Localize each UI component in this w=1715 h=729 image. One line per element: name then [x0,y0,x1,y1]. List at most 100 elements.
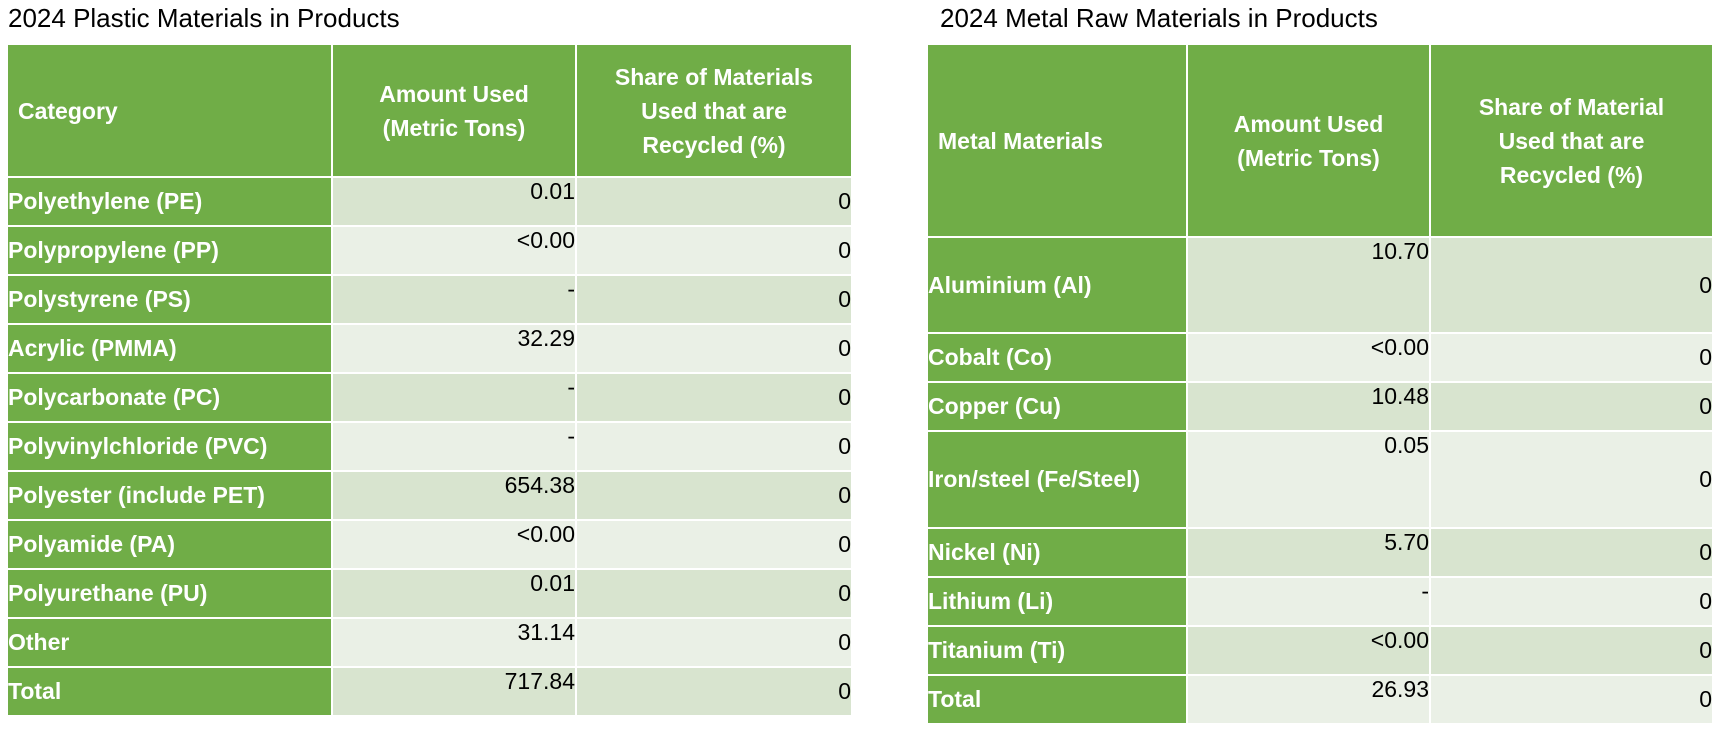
plastic-header-category-text: Category [18,97,118,124]
row-share: 0 [1431,627,1712,676]
row-name: Total [928,676,1188,725]
metal-header-share-line2: Used that are [1498,127,1645,154]
row-name: Polyester (include PET) [8,472,333,521]
table-row: Aluminium (Al) 10.70 0 [928,238,1712,334]
metal-header-share-line3: Recycled (%) [1499,161,1644,188]
plastic-materials-table: Category Amount Used (Metric Tons) Share… [8,45,851,717]
row-name: Total [8,668,333,717]
row-share: 0 [1431,578,1712,627]
row-share: 0 [1431,238,1712,334]
row-share: 0 [1431,529,1712,578]
table-row: Lithium (Li) - 0 [928,578,1712,627]
row-share: 0 [577,178,851,227]
row-amount: 31.14 [333,619,577,668]
row-name: Polystyrene (PS) [8,276,333,325]
plastic-header-category: Category [8,45,333,178]
row-name: Copper (Cu) [928,383,1188,432]
row-share: 0 [1431,432,1712,529]
row-name: Polypropylene (PP) [8,227,333,276]
table-row: Iron/steel (Fe/Steel) 0.05 0 [928,432,1712,529]
row-name: Polyethylene (PE) [8,178,333,227]
row-share: 0 [577,423,851,472]
metal-header-amount-line2: (Metric Tons) [1237,144,1380,171]
row-share: 0 [577,276,851,325]
row-amount: 0.01 [333,178,577,227]
row-amount: - [333,423,577,472]
row-amount: 0.01 [333,570,577,619]
metal-header-share-line1: Share of Material [1478,93,1665,120]
plastic-header-amount-line1: Amount Used [379,80,529,107]
table-row: Other 31.14 0 [8,619,851,668]
row-share: 0 [577,472,851,521]
row-name: Lithium (Li) [928,578,1188,627]
row-share: 0 [577,668,851,717]
table-row: Polystyrene (PS) - 0 [8,276,851,325]
table-row: Polyester (include PET) 654.38 0 [8,472,851,521]
row-name: Acrylic (PMMA) [8,325,333,374]
row-name: Aluminium (Al) [928,238,1188,334]
plastic-header-row: Category Amount Used (Metric Tons) Share… [8,45,851,178]
row-amount: 654.38 [333,472,577,521]
row-share: 0 [577,227,851,276]
row-share: 0 [577,570,851,619]
table-row: Nickel (Ni) 5.70 0 [928,529,1712,578]
row-amount: <0.00 [1188,334,1431,383]
table-row-total: Total 717.84 0 [8,668,851,717]
metal-header-category: Metal Materials [928,45,1188,238]
row-amount: - [333,276,577,325]
row-name: Polycarbonate (PC) [8,374,333,423]
row-amount: 10.70 [1188,238,1431,334]
metal-header-share: Share of Material Used that are Recycled… [1431,45,1712,238]
row-share: 0 [1431,334,1712,383]
row-share: 0 [1431,383,1712,432]
table-row: Titanium (Ti) <0.00 0 [928,627,1712,676]
plastic-header-share-line2: Used that are [641,97,787,124]
row-share: 0 [577,325,851,374]
row-name: Titanium (Ti) [928,627,1188,676]
row-amount: <0.00 [333,521,577,570]
row-name: Polyurethane (PU) [8,570,333,619]
metal-header-category-text: Metal Materials [938,127,1103,154]
table-row: Polyamide (PA) <0.00 0 [8,521,851,570]
row-amount: <0.00 [1188,627,1431,676]
table-row: Polyvinylchloride (PVC) - 0 [8,423,851,472]
row-amount: - [1188,578,1431,627]
row-amount: - [333,374,577,423]
row-amount: 26.93 [1188,676,1431,725]
row-name: Nickel (Ni) [928,529,1188,578]
plastic-header-amount: Amount Used (Metric Tons) [333,45,577,178]
row-name: Other [8,619,333,668]
row-name: Iron/steel (Fe/Steel) [928,432,1188,529]
row-name: Cobalt (Co) [928,334,1188,383]
metal-header-row: Metal Materials Amount Used (Metric Tons… [928,45,1712,238]
row-amount: 5.70 [1188,529,1431,578]
row-amount: 717.84 [333,668,577,717]
row-share: 0 [577,619,851,668]
table-row: Acrylic (PMMA) 32.29 0 [8,325,851,374]
table-row: Polyurethane (PU) 0.01 0 [8,570,851,619]
row-amount: 32.29 [333,325,577,374]
table-row: Polyethylene (PE) 0.01 0 [8,178,851,227]
table-row: Polycarbonate (PC) - 0 [8,374,851,423]
plastic-header-share-line1: Share of Materials [614,63,814,90]
row-share: 0 [1431,676,1712,725]
metal-header-amount: Amount Used (Metric Tons) [1188,45,1431,238]
metal-header-amount-line1: Amount Used [1233,110,1384,137]
plastic-header-amount-line2: (Metric Tons) [382,114,526,141]
table-row: Polypropylene (PP) <0.00 0 [8,227,851,276]
row-amount: <0.00 [333,227,577,276]
row-amount: 10.48 [1188,383,1431,432]
plastic-header-share-line3: Recycled (%) [642,131,786,158]
row-name: Polyvinylchloride (PVC) [8,423,333,472]
table-row: Copper (Cu) 10.48 0 [928,383,1712,432]
metal-materials-table: Metal Materials Amount Used (Metric Tons… [928,45,1712,725]
row-share: 0 [577,374,851,423]
table-row-total: Total 26.93 0 [928,676,1712,725]
row-name: Polyamide (PA) [8,521,333,570]
metal-table-title: 2024 Metal Raw Materials in Products [940,3,1378,33]
row-amount: 0.05 [1188,432,1431,529]
plastic-table-title: 2024 Plastic Materials in Products [8,3,400,33]
table-row: Cobalt (Co) <0.00 0 [928,334,1712,383]
row-share: 0 [577,521,851,570]
plastic-header-share: Share of Materials Used that are Recycle… [577,45,851,178]
